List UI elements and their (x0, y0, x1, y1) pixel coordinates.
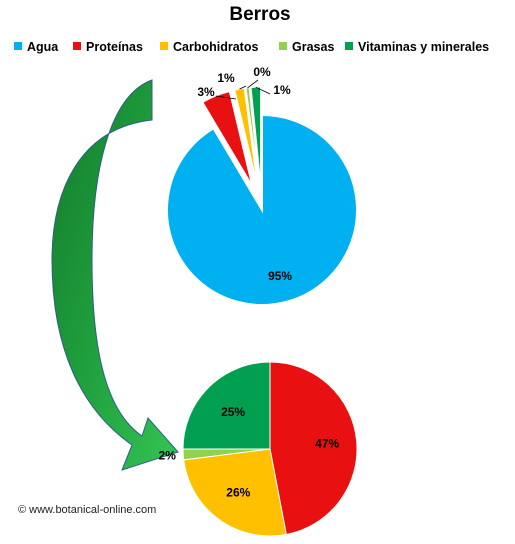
pie-bottom-label-carbohidratos: 26% (226, 486, 250, 500)
legend-label-vitaminas: Vitaminas y minerales (358, 40, 489, 54)
pie-top-label-vitaminas-y-minerales: 1% (273, 83, 291, 97)
pie-top-label-proteinas: 3% (197, 85, 215, 99)
pie-top-leader-grasas (247, 79, 259, 89)
legend-label-proteinas: Proteínas (86, 40, 143, 54)
legend-label-grasas: Grasas (292, 40, 334, 54)
legend-swatch-agua (14, 42, 22, 50)
pie-top-slice-agua (166, 113, 358, 306)
pie-top-leader-proteinas (215, 95, 237, 100)
legend-swatch-carbohidratos (160, 42, 168, 50)
curved-arrow (51, 79, 179, 471)
legend-swatch-vitaminas (345, 42, 353, 50)
pie-top-slice-proteinas (202, 91, 252, 185)
chart-title: Berros (229, 4, 290, 25)
watermark: © www.botanical-online.com (18, 504, 156, 516)
pie-top-leader-vitaminas-y-minerales (255, 86, 271, 95)
legend-swatch-proteinas (73, 42, 81, 50)
legend-label-carbohidratos: Carbohidratos (173, 40, 258, 54)
pie-bottom: 47% 26% 2% 25% (159, 361, 358, 537)
pie-bottom-label-grasas: 2% (159, 449, 177, 463)
pie-top-slice-carbohidratos (234, 87, 258, 183)
pie-bottom-slice-vitaminas-y-minerales (182, 361, 271, 450)
legend-label-agua: Agua (27, 40, 59, 54)
pie-bottom-label-proteinas: 47% (315, 437, 339, 451)
pie-bottom-slice-proteinas (269, 361, 358, 536)
pie-top-label-carbohidratos: 1% (217, 71, 235, 85)
pie-top-leader-carbohidratos (239, 85, 247, 90)
pie-top-slice-vitaminas-y-minerales (250, 86, 262, 183)
pie-bottom-slice-carbohidratos (183, 448, 287, 537)
pie-top: 95%3%1% 0%1% (166, 65, 358, 306)
pie-bottom-label-vitaminas-y-minerales: 25% (221, 405, 245, 419)
pie-top-label-agua: 95% (268, 269, 292, 283)
chart-legend: Agua Proteínas Carbohidratos Grasas Vita… (14, 40, 489, 54)
pie-top-slice-grasas (245, 87, 260, 183)
pie-top-label-grasas: 0% (253, 65, 271, 79)
legend-swatch-grasas (279, 42, 287, 50)
